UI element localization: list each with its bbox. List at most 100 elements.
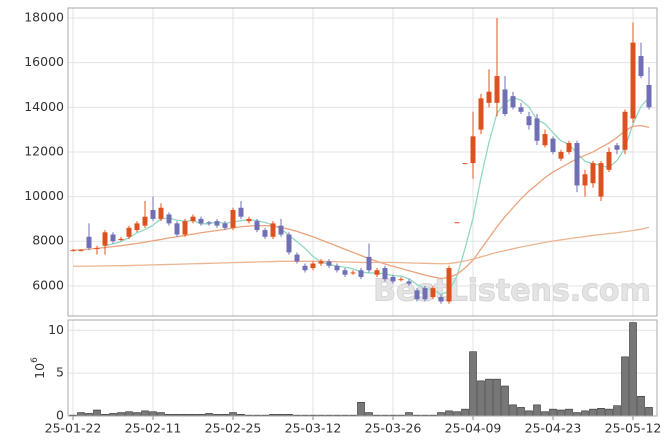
volume-bar <box>581 410 589 417</box>
candle-body <box>358 270 364 277</box>
y-tick-label: 12000 <box>24 143 64 158</box>
candle-body <box>262 230 268 237</box>
candle-body <box>222 223 228 228</box>
candle-body <box>78 250 84 252</box>
y-tick-label: 16000 <box>24 54 64 69</box>
volume-bar <box>517 407 525 417</box>
volume-bar <box>117 412 125 417</box>
candle-body <box>342 270 348 275</box>
y-tick-label: 10000 <box>24 188 64 203</box>
candle-body <box>230 209 236 228</box>
candle-body <box>318 261 324 264</box>
candle-body <box>182 221 188 235</box>
volume-bar <box>613 405 621 417</box>
candle-body <box>550 138 556 152</box>
candle-body <box>150 209 156 219</box>
candle-body <box>630 42 636 119</box>
volume-bar <box>365 412 373 417</box>
candle-body <box>422 288 428 300</box>
candle-body <box>398 279 404 281</box>
volume-bar <box>605 408 613 417</box>
volume-bar <box>573 412 581 417</box>
volume-bar <box>541 411 549 417</box>
volume-bar <box>629 322 637 417</box>
candle-body <box>438 297 444 302</box>
candle-body <box>478 98 484 130</box>
volume-bar <box>133 412 141 417</box>
volume-bar <box>229 412 237 417</box>
candle-body <box>190 216 196 222</box>
candle-body <box>286 234 292 253</box>
x-tick-label: 25-04-09 <box>445 421 502 436</box>
candle-body <box>118 239 124 240</box>
candle-body <box>302 265 308 271</box>
candle-body <box>270 223 276 237</box>
price-panel-frame <box>67 7 658 317</box>
x-tick-label: 25-05-12 <box>605 421 662 436</box>
candle-body <box>254 221 260 231</box>
volume-bar <box>565 408 573 417</box>
volume-bar <box>525 410 533 417</box>
candle-body <box>198 218 204 224</box>
candle-body <box>214 221 220 226</box>
x-tick-label: 25-02-25 <box>205 421 262 436</box>
candle-body <box>534 118 540 141</box>
candle-body <box>134 223 140 231</box>
candle-body <box>102 232 108 246</box>
volume-bar <box>621 356 629 417</box>
volume-bar <box>597 407 605 417</box>
volume-bar <box>437 412 445 417</box>
volume-bar <box>461 408 469 417</box>
volume-bar <box>645 407 653 417</box>
candle-body <box>206 222 212 224</box>
candle-body <box>598 163 604 197</box>
y-tick-label: 18000 <box>24 10 64 25</box>
volume-bar <box>493 378 501 417</box>
candle-body <box>590 163 596 184</box>
volume-panel-frame <box>67 319 658 417</box>
candle-body <box>526 116 532 126</box>
candle-body <box>470 136 476 164</box>
candle-body <box>126 227 132 237</box>
moving-average-line <box>104 96 650 296</box>
volume-bar <box>549 408 557 417</box>
volume-bar <box>589 408 597 417</box>
candle-body <box>350 272 356 274</box>
candle-body <box>614 145 620 150</box>
candle-body <box>86 236 92 248</box>
candle-body <box>374 270 380 275</box>
candle-body <box>166 214 172 224</box>
candle-body <box>574 143 580 186</box>
y-tick-label: 14000 <box>24 99 64 114</box>
x-tick-label: 25-03-26 <box>365 421 422 436</box>
x-tick-label: 25-01-22 <box>45 421 102 436</box>
volume-bar <box>141 410 149 417</box>
volume-bar <box>533 404 541 417</box>
volume-bar <box>501 385 509 417</box>
volume-bar <box>445 410 453 417</box>
candle-body <box>246 218 252 222</box>
candle-body <box>622 111 628 150</box>
candle-body <box>158 207 164 219</box>
volume-bar <box>453 411 461 417</box>
y-axis-label-base: 10 <box>32 363 47 379</box>
x-tick-label: 25-03-12 <box>285 421 342 436</box>
candle-body <box>510 96 516 108</box>
candle-body <box>366 256 372 271</box>
candle-body <box>334 265 340 271</box>
candle-body <box>414 290 420 300</box>
y-tick-label: 5 <box>56 365 64 380</box>
candle-body <box>446 268 452 302</box>
candle-body <box>558 151 564 159</box>
candle-body <box>566 143 572 152</box>
volume-bar <box>357 401 365 417</box>
candle-body <box>646 85 652 108</box>
candle-body <box>606 151 612 170</box>
volume-bar <box>637 395 645 417</box>
volume-bar <box>557 409 565 417</box>
volume-bar <box>93 409 101 417</box>
volume-bar <box>125 411 133 417</box>
candle-body <box>142 216 148 226</box>
volume-bar <box>157 412 165 417</box>
candle-body <box>494 76 500 103</box>
